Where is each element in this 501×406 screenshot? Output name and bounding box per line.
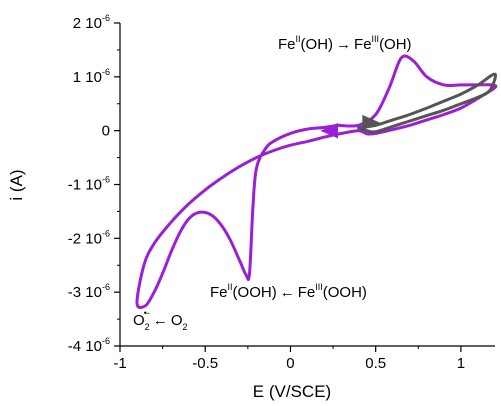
x-axis-label: E (V/SCE): [253, 382, 331, 401]
series-wide-line: [135, 54, 498, 309]
y-tick-label: 1 10-6: [73, 67, 110, 86]
y-tick-label: -2 10-6: [68, 228, 110, 247]
annotation-oxidation: FeII(OH) → FeIII(OH): [278, 34, 412, 53]
y-tick-label: 2 10-6: [73, 13, 110, 32]
x-tick-label: 0.5: [365, 355, 386, 372]
y-tick-label: 0: [102, 123, 110, 140]
y-axis: 2 10-6 1 10-6 0 -1 10-6 -2 10-6 -3 10-6 -4 10-…: [68, 13, 120, 355]
series-layer: [135, 54, 498, 309]
annotation-reduction: FeII(OOH) ← FeIII(OOH): [210, 282, 367, 301]
series-narrow-line: [357, 72, 497, 134]
y-tick-label: -1 10-6: [68, 175, 110, 194]
y-tick-label: -4 10-6: [68, 336, 110, 355]
y-tick-label: -3 10-6: [68, 282, 110, 301]
x-tick-label: 0: [286, 355, 294, 372]
x-axis: -1 -0.5 0 0.5 1: [113, 346, 465, 372]
x-tick-label: -0.5: [192, 355, 218, 372]
annotation-oxygen: O2•- ← O2: [133, 308, 188, 332]
x-tick-label: 1: [457, 355, 465, 372]
direction-arrow-wide: [320, 123, 338, 139]
x-tick-label: -1: [113, 355, 126, 372]
y-axis-label: i (A): [7, 169, 26, 200]
direction-arrow-narrow: [362, 114, 380, 131]
